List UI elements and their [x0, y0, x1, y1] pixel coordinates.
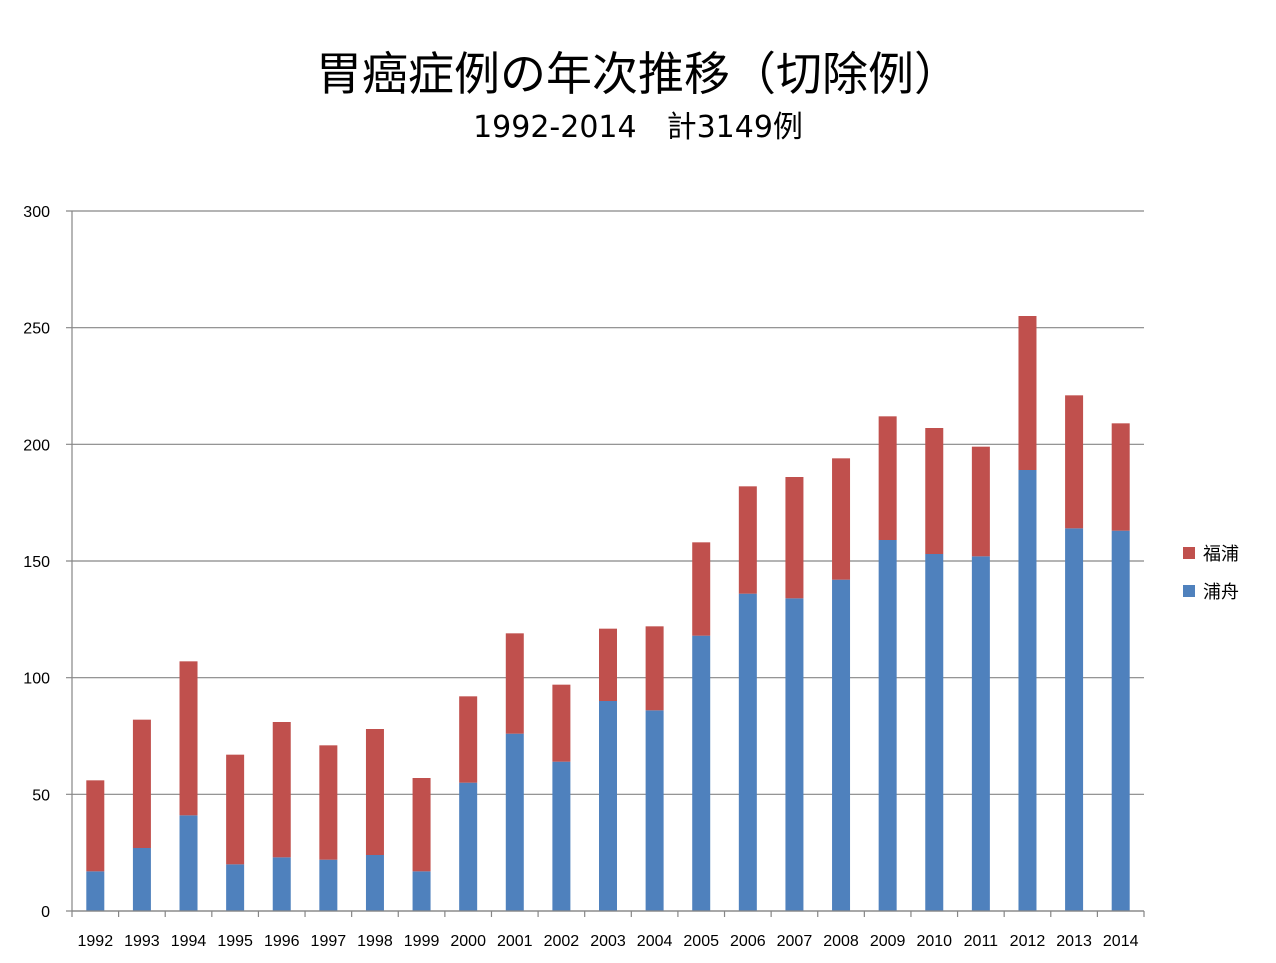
bar-urafune-1995 — [226, 864, 245, 911]
bar-fukuura-1996 — [272, 722, 291, 858]
x-tick-label-1993: 1993 — [124, 933, 160, 950]
bar-urafune-2007 — [785, 598, 804, 911]
y-tick-label-250: 250 — [23, 321, 50, 338]
bar-fukuura-1998 — [365, 729, 384, 855]
axes — [71, 211, 1145, 917]
bar-urafune-1996 — [272, 857, 291, 911]
x-tick-label-2002: 2002 — [544, 933, 580, 950]
bar-urafune-2006 — [738, 593, 757, 911]
y-tick-label-150: 150 — [23, 554, 50, 571]
legend-swatch-urafune — [1183, 585, 1195, 597]
bar-fukuura-2005 — [692, 542, 711, 636]
bar-urafune-1994 — [179, 815, 198, 911]
bar-urafune-2004 — [645, 710, 664, 911]
bar-urafune-1997 — [319, 859, 338, 911]
bar-urafune-1999 — [412, 871, 431, 911]
x-tick-label-2008: 2008 — [823, 933, 859, 950]
bar-fukuura-1992 — [86, 780, 105, 872]
bar-urafune-1992 — [86, 871, 105, 911]
bar-fukuura-2014 — [1111, 423, 1130, 531]
bar-fukuura-2000 — [459, 696, 478, 783]
x-tick-label-1997: 1997 — [311, 933, 347, 950]
x-tick-label-1998: 1998 — [357, 933, 393, 950]
x-tick-label-1996: 1996 — [264, 933, 300, 950]
bar-fukuura-2012 — [1018, 316, 1037, 470]
legend-label-fukuura: 福浦 — [1203, 544, 1239, 565]
bar-urafune-2010 — [925, 554, 944, 911]
bar-urafune-2011 — [971, 556, 990, 911]
bar-fukuura-2007 — [785, 477, 804, 599]
bar-fukuura-1999 — [412, 778, 431, 872]
x-tick-label-2000: 2000 — [450, 933, 486, 950]
legend: 福浦 浦舟 — [1183, 540, 1263, 616]
bar-fukuura-2011 — [971, 446, 990, 557]
y-tick-label-100: 100 — [23, 671, 50, 688]
y-tick-label-0: 0 — [41, 904, 50, 921]
x-tick-label-1995: 1995 — [217, 933, 253, 950]
chart-title: 胃癌症例の年次推移（切除例） — [316, 47, 960, 101]
x-tick-label-2013: 2013 — [1056, 933, 1092, 950]
bar-fukuura-2006 — [738, 486, 757, 594]
bar-urafune-1998 — [365, 855, 384, 911]
bar-fukuura-2009 — [878, 416, 897, 540]
bar-fukuura-1994 — [179, 661, 198, 816]
bar-fukuura-2002 — [552, 684, 571, 762]
chart-subtitle: 1992-2014 計3149例 — [473, 110, 803, 145]
bar-urafune-2002 — [552, 761, 571, 911]
bar-urafune-1993 — [132, 848, 151, 911]
x-tick-label-2001: 2001 — [497, 933, 533, 950]
x-tick-label-2012: 2012 — [1010, 933, 1046, 950]
y-tick-label-300: 300 — [23, 204, 50, 221]
bar-fukuura-2004 — [645, 626, 664, 711]
x-tick-label-2014: 2014 — [1103, 933, 1139, 950]
legend-label-urafune: 浦舟 — [1203, 582, 1239, 603]
bar-urafune-2001 — [505, 733, 524, 911]
bar-urafune-2012 — [1018, 470, 1037, 911]
x-tick-label-2010: 2010 — [916, 933, 952, 950]
x-tick-label-2007: 2007 — [777, 933, 813, 950]
x-tick-label-1994: 1994 — [171, 933, 207, 950]
bar-urafune-2005 — [692, 635, 711, 911]
bar-urafune-2003 — [599, 701, 617, 911]
x-tick-label-2011: 2011 — [964, 933, 999, 950]
bar-urafune-2009 — [878, 540, 897, 911]
bar-urafune-2000 — [459, 782, 478, 911]
y-tick-label-200: 200 — [23, 437, 50, 454]
bar-fukuura-2003 — [599, 628, 617, 701]
x-tick-label-2005: 2005 — [683, 933, 719, 950]
bar-fukuura-2008 — [832, 458, 851, 580]
tick-labels: 0 50 100 150 200 250 300 1992 1993 1994 1995 1996 19… — [23, 204, 1138, 950]
x-tick-label-2003: 2003 — [590, 933, 626, 950]
x-tick-label-2004: 2004 — [637, 933, 673, 950]
bar-fukuura-2010 — [925, 428, 944, 554]
y-tick-label-50: 50 — [32, 787, 50, 804]
bar-fukuura-2001 — [505, 633, 524, 734]
legend-item-urafune: 浦舟 — [1183, 578, 1263, 604]
bar-fukuura-1993 — [132, 719, 151, 848]
bar-fukuura-1997 — [319, 745, 338, 860]
bar-fukuura-2013 — [1065, 395, 1084, 529]
x-tick-label-2006: 2006 — [730, 933, 766, 950]
bar-fukuura-1995 — [226, 754, 245, 865]
x-tick-label-1992: 1992 — [78, 933, 114, 950]
legend-swatch-fukuura — [1183, 547, 1195, 559]
bar-urafune-2008 — [832, 579, 851, 911]
x-tick-label-2009: 2009 — [870, 933, 906, 950]
bar-urafune-2013 — [1065, 528, 1084, 911]
x-tick-label-1999: 1999 — [404, 933, 440, 950]
bars — [86, 316, 1130, 911]
bar-urafune-2014 — [1111, 530, 1130, 911]
legend-item-fukuura: 福浦 — [1183, 540, 1263, 566]
